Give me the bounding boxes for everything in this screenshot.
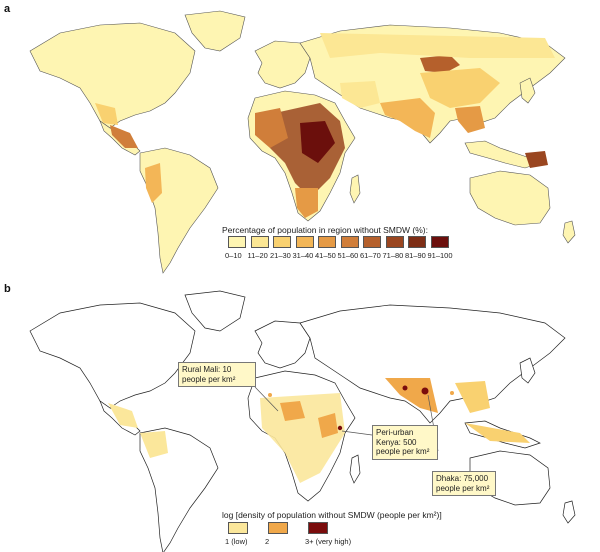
- legend-a-swatch-4: [318, 236, 336, 248]
- panel-a-label: a: [4, 3, 11, 15]
- legend-a-swatch-7: [385, 236, 404, 248]
- region-se-asia: [455, 106, 485, 133]
- legend-a-label-7: 71–80: [382, 251, 404, 260]
- legend-a-label-0: 0–10: [225, 251, 242, 260]
- legend-a-swatch-9: [430, 236, 449, 248]
- region-mongolia: [420, 55, 460, 73]
- legend-b-label-0: 1 (low): [225, 537, 248, 546]
- legend-a-swatch-8: [408, 236, 426, 248]
- region-central-america: [110, 125, 138, 148]
- map-a: [29, 10, 576, 274]
- legend-a-label-2: 21–30: [270, 251, 291, 260]
- region-china: [420, 68, 500, 108]
- legend-a-swatch-1: [250, 236, 269, 248]
- legend-b-title: log [density of population without SMDW …: [222, 510, 442, 520]
- legend-a-label-9: 91–100: [427, 251, 453, 260]
- legend-a-label-4: 41–50: [315, 251, 336, 260]
- region-mexico: [95, 103, 118, 125]
- legend-b-swatch-2: [308, 522, 328, 534]
- legend-b-label-2: 3+ (very high): [305, 537, 352, 546]
- legend-a-swatch-3: [295, 236, 314, 248]
- map-b: [29, 290, 576, 552]
- callout-mali: Rural Mali: 10 people per km²: [178, 362, 256, 387]
- legend-a-swatch-5: [340, 236, 359, 248]
- legend-a-label-6: 61–70: [360, 251, 381, 260]
- legend-a-label-1: 11–20: [247, 251, 268, 260]
- legend-a-label-8: 81–90: [405, 251, 426, 260]
- legend-a-swatch-0: [228, 236, 246, 248]
- legend-a-label-3: 31–40: [292, 251, 314, 260]
- region-africa-core: [300, 121, 335, 163]
- legend-b-label-1: 2: [265, 537, 270, 546]
- panel-b-label: b: [4, 283, 11, 295]
- region-middle-east: [340, 81, 380, 108]
- density-dots: [108, 378, 530, 483]
- legend-b-swatch-0: [228, 522, 248, 534]
- legend-a-title: Percentage of population in region witho…: [222, 225, 428, 235]
- region-africa-south: [295, 188, 318, 218]
- legend-a-label-5: 51–60: [337, 251, 359, 260]
- legend-a-swatch-2: [273, 236, 291, 248]
- legend-a-swatch-6: [363, 236, 381, 248]
- callout-kenya: Peri-urban Kenya: 500 people per km²: [372, 425, 438, 460]
- region-png: [525, 151, 548, 168]
- region-south-asia: [380, 98, 435, 138]
- region-andes: [145, 163, 162, 203]
- legend-b-swatch-1: [268, 522, 288, 534]
- callout-dhaka: Dhaka: 75,000 people per km²: [432, 471, 496, 496]
- region-africa-west: [255, 108, 288, 148]
- region-russia: [320, 33, 555, 58]
